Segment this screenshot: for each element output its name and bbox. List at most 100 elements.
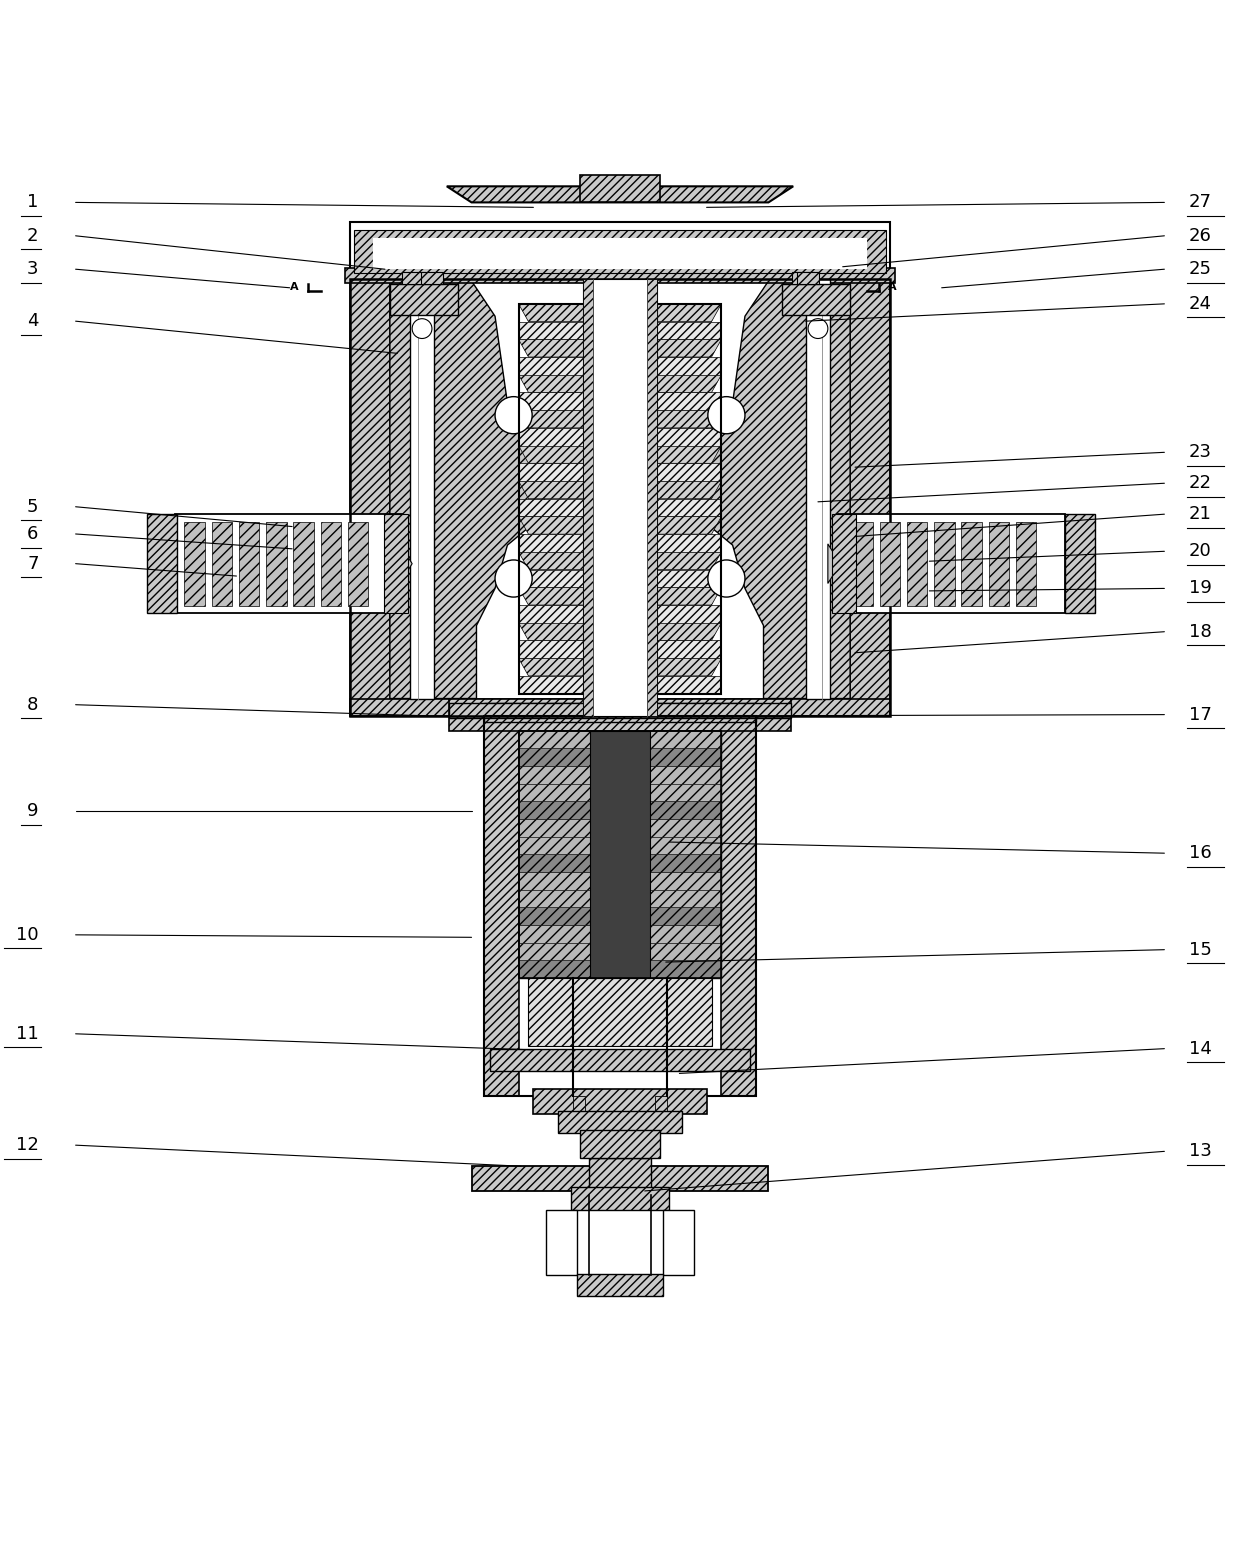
Bar	[838, 514, 1065, 613]
Text: 24: 24	[1189, 294, 1213, 313]
Text: 13: 13	[1189, 1142, 1211, 1161]
Bar	[449, 703, 791, 718]
Text: 15: 15	[1189, 941, 1211, 958]
Polygon shape	[518, 303, 722, 322]
Polygon shape	[518, 802, 722, 819]
Bar	[655, 1096, 667, 1127]
Text: 3: 3	[27, 260, 38, 279]
Bar	[353, 229, 887, 272]
Polygon shape	[518, 819, 722, 837]
Text: 25: 25	[1189, 260, 1213, 279]
Bar	[533, 1090, 707, 1115]
Bar	[583, 279, 657, 715]
Circle shape	[495, 560, 532, 598]
Polygon shape	[518, 641, 722, 658]
Bar	[185, 522, 205, 605]
Text: 11: 11	[16, 1025, 38, 1043]
Text: 14: 14	[1189, 1040, 1211, 1057]
Bar	[175, 514, 402, 613]
Polygon shape	[518, 498, 722, 517]
Text: A: A	[888, 282, 897, 291]
Text: 5: 5	[27, 498, 38, 515]
Bar	[402, 272, 424, 285]
Bar	[573, 1096, 667, 1127]
Bar	[345, 268, 895, 283]
Bar	[212, 522, 232, 605]
Circle shape	[495, 396, 532, 433]
Bar	[722, 715, 756, 1096]
Text: 7: 7	[27, 554, 38, 573]
Polygon shape	[518, 517, 722, 534]
Bar	[148, 514, 177, 613]
Bar	[934, 522, 955, 605]
Polygon shape	[399, 543, 412, 584]
Polygon shape	[518, 658, 722, 676]
Polygon shape	[518, 943, 722, 960]
Bar	[383, 514, 408, 613]
Text: 23: 23	[1189, 443, 1213, 461]
Text: 8: 8	[27, 695, 38, 714]
Text: 22: 22	[1189, 474, 1213, 492]
Bar	[589, 731, 651, 978]
Bar	[851, 279, 890, 715]
Text: A: A	[290, 282, 299, 291]
Polygon shape	[446, 186, 794, 203]
Text: 21: 21	[1189, 505, 1211, 523]
Bar	[350, 223, 890, 279]
Text: 17: 17	[1189, 706, 1211, 723]
Text: 12: 12	[16, 1136, 38, 1155]
Bar	[372, 238, 868, 269]
Polygon shape	[518, 463, 722, 481]
Bar	[577, 1274, 663, 1296]
Bar	[832, 514, 857, 613]
Polygon shape	[518, 605, 722, 622]
Polygon shape	[518, 872, 722, 890]
Polygon shape	[518, 587, 722, 605]
Bar	[449, 698, 791, 731]
Text: 20: 20	[1189, 542, 1211, 560]
Bar	[961, 522, 982, 605]
Polygon shape	[518, 783, 722, 802]
Bar	[518, 731, 722, 978]
Bar	[546, 1209, 577, 1276]
Polygon shape	[518, 534, 722, 553]
Bar	[350, 279, 389, 715]
Text: 27: 27	[1189, 194, 1213, 212]
Bar	[1065, 514, 1095, 613]
Text: 9: 9	[27, 802, 38, 820]
Bar	[647, 279, 657, 715]
Bar	[409, 279, 434, 698]
Polygon shape	[518, 960, 722, 978]
Bar	[1016, 522, 1037, 605]
Polygon shape	[389, 279, 544, 698]
Polygon shape	[518, 427, 722, 446]
Text: 2: 2	[27, 228, 38, 245]
Bar	[528, 978, 712, 1046]
Polygon shape	[518, 748, 722, 766]
Bar	[267, 522, 286, 605]
Polygon shape	[518, 481, 722, 498]
Bar	[350, 698, 890, 715]
Polygon shape	[518, 766, 722, 783]
Text: 1: 1	[27, 194, 38, 212]
Bar	[663, 1209, 694, 1276]
Bar	[350, 279, 890, 715]
Text: 18: 18	[1189, 622, 1211, 641]
Polygon shape	[696, 279, 851, 698]
Bar	[806, 279, 831, 698]
Polygon shape	[828, 543, 841, 584]
Polygon shape	[518, 446, 722, 463]
Circle shape	[708, 396, 745, 433]
Bar	[490, 1048, 750, 1071]
Bar	[558, 1110, 682, 1133]
Bar	[570, 1187, 670, 1209]
Polygon shape	[518, 553, 722, 570]
Bar	[580, 1130, 660, 1158]
Bar	[347, 522, 368, 605]
Bar	[321, 522, 341, 605]
Polygon shape	[518, 926, 722, 943]
Circle shape	[808, 319, 828, 339]
Polygon shape	[518, 358, 722, 375]
Text: 10: 10	[16, 926, 38, 944]
Text: 6: 6	[27, 525, 38, 543]
